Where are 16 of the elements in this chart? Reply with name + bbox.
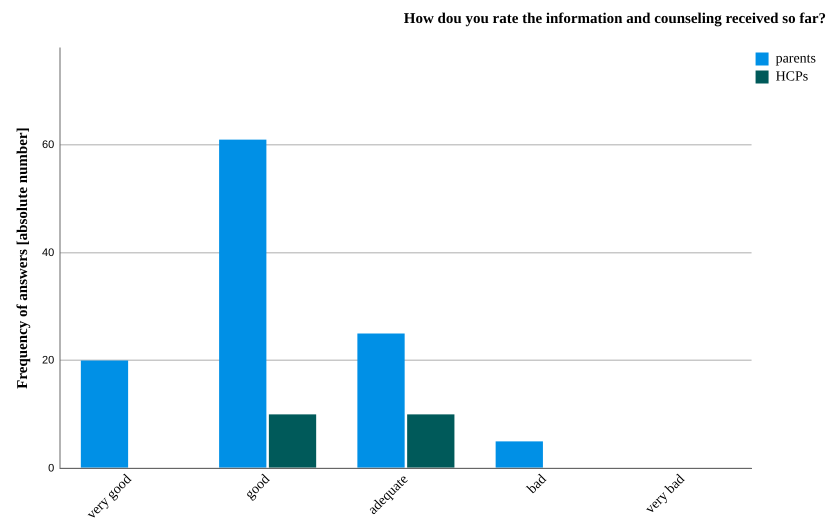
bar <box>496 441 543 468</box>
legend-label: parents <box>776 52 816 67</box>
bar <box>80 360 128 468</box>
bar <box>407 414 454 468</box>
x-tick-label: bad <box>524 472 550 497</box>
x-tick-label: very bad <box>642 472 688 517</box>
bar <box>357 334 405 468</box>
y-tick-label: 0 <box>48 462 54 474</box>
y-tick-label: 60 <box>42 139 54 152</box>
chart-title: How dou you rate the information and counseling received so far? <box>404 10 826 27</box>
y-axis-title: Frequency of answers [absolute number] <box>14 127 31 389</box>
y-tick-label: 40 <box>42 246 54 259</box>
legend-label: HCPs <box>776 70 808 85</box>
bar <box>219 140 266 468</box>
bar <box>268 414 316 468</box>
y-tick-label: 20 <box>42 354 54 367</box>
